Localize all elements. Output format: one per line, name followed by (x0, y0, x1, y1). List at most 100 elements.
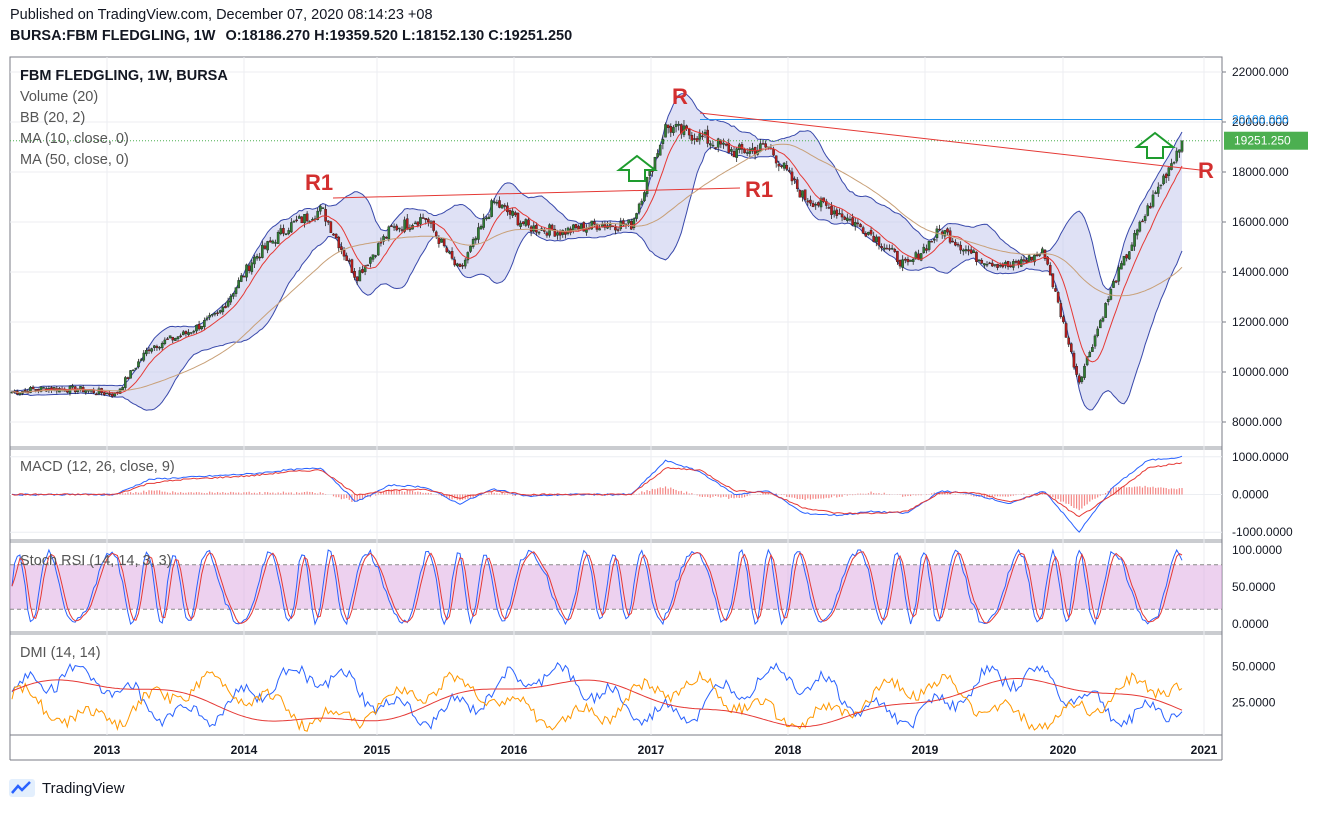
candle (366, 264, 370, 267)
candle (622, 220, 625, 226)
candle (521, 221, 525, 224)
candle (479, 226, 483, 230)
candle (975, 251, 978, 262)
stoch-y-tick: 100.0000 (1232, 543, 1282, 557)
candle (919, 253, 923, 261)
candle (458, 263, 462, 267)
candle (300, 216, 304, 224)
candle (268, 240, 272, 243)
candle (793, 178, 796, 181)
candle (851, 217, 854, 226)
candle (1043, 249, 1047, 259)
candle (998, 264, 1002, 267)
axes: 2013 2014 2015 2016 2017 2018 2019 2020 2021 2200… (94, 65, 1308, 757)
candle (556, 232, 559, 236)
candle (698, 133, 702, 140)
candle (645, 176, 649, 195)
legend-macd: MACD (12, 26, close, 9) (20, 459, 175, 475)
tradingview-logo[interactable]: TradingView (8, 778, 125, 798)
candle (906, 258, 910, 263)
candle (97, 388, 101, 395)
candle (145, 350, 148, 355)
candle (830, 205, 833, 215)
candle (189, 332, 193, 334)
candle (619, 221, 623, 230)
candle (1046, 256, 1049, 265)
candle (930, 241, 933, 243)
candle (466, 252, 470, 261)
candle (353, 271, 356, 278)
candle (18, 392, 22, 395)
candle (168, 335, 172, 339)
candle (166, 338, 169, 340)
candle (361, 269, 364, 273)
candle (1025, 259, 1028, 263)
candle (1122, 255, 1126, 266)
candle (234, 287, 238, 294)
candle (137, 361, 140, 368)
candle (932, 239, 936, 241)
candle (471, 239, 475, 247)
candle (400, 229, 404, 231)
candle (171, 336, 175, 341)
candle (632, 218, 636, 229)
candle (1151, 194, 1155, 207)
candle (1009, 265, 1013, 268)
pane-frames (9, 56, 1223, 761)
candle (326, 220, 330, 223)
annotation-r1-right: R1 (745, 177, 773, 202)
candle (432, 220, 435, 231)
ma50-line (11, 143, 1183, 394)
candle (469, 245, 472, 252)
annotation-r1-left: R1 (305, 170, 333, 195)
candle (990, 262, 994, 267)
candle (532, 225, 536, 232)
annotation-r-right: R (1198, 158, 1214, 183)
dmi-y-tick: 25.0000 (1232, 695, 1276, 709)
candle (943, 230, 947, 237)
candle (229, 296, 233, 303)
candle (722, 142, 725, 145)
stoch-y-tick: 0.0000 (1232, 617, 1269, 631)
candle (840, 213, 844, 218)
candle (977, 259, 981, 262)
candle (590, 220, 594, 230)
candle (711, 144, 715, 147)
candle (925, 248, 928, 251)
candle (875, 236, 878, 243)
candle (835, 209, 839, 216)
candle (730, 149, 733, 152)
candle (666, 124, 670, 128)
candle (187, 332, 190, 335)
candle (856, 222, 860, 225)
candle (118, 388, 122, 394)
candle (342, 250, 346, 257)
candle (42, 387, 45, 389)
candle (724, 143, 728, 146)
candle (751, 148, 754, 152)
candle (232, 293, 235, 297)
candle (1125, 254, 1128, 259)
candle (239, 275, 243, 282)
x-tick-label: 2019 (912, 743, 939, 757)
candle (1093, 335, 1097, 347)
candle (801, 190, 804, 198)
candle (716, 138, 720, 148)
candle (643, 192, 646, 201)
candle (152, 345, 156, 348)
candle (1135, 229, 1139, 236)
candle (253, 256, 256, 265)
chart-border (9, 56, 1223, 736)
candle (197, 324, 201, 330)
candle (946, 228, 949, 233)
candle (134, 367, 138, 370)
candle (1067, 337, 1070, 345)
candle (748, 148, 752, 154)
candle (1104, 303, 1107, 318)
candle (1127, 251, 1131, 260)
candle (695, 138, 699, 142)
candle (690, 135, 694, 141)
candle (1091, 347, 1094, 352)
candle (1077, 375, 1081, 383)
